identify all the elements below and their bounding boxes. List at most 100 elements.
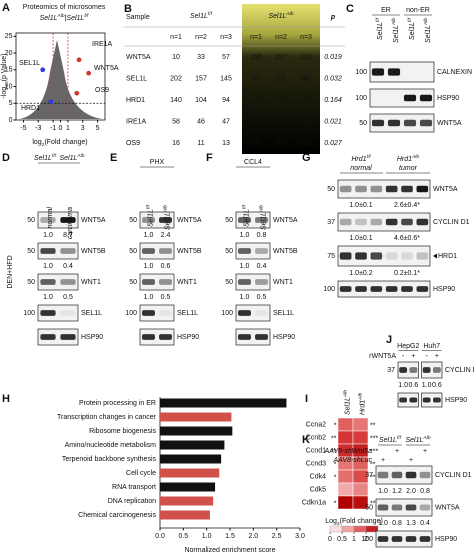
band xyxy=(159,310,172,316)
y-tick-label: 20 xyxy=(5,50,13,57)
subtitle-part: Sel1L xyxy=(40,15,58,22)
panel-letter: C xyxy=(346,3,354,15)
band xyxy=(403,119,417,127)
colorbar-title-part: 2 xyxy=(337,521,340,527)
panel-letter: E xyxy=(110,152,117,164)
cell: 11 xyxy=(197,140,204,147)
sign: + xyxy=(423,448,427,455)
lane-label-part: Sel1L xyxy=(243,209,250,227)
title: Proteomics of microsomes xyxy=(23,4,106,11)
x-tick-label: -1 xyxy=(50,125,56,132)
x-tick-label: -5 xyxy=(20,125,26,132)
condition-label: normal xyxy=(47,207,54,229)
quantification: 0.8 xyxy=(392,520,402,527)
group-header-part: f/f xyxy=(208,11,213,17)
band xyxy=(405,504,417,511)
band xyxy=(432,397,441,403)
band xyxy=(420,68,432,75)
size-marker: 37 xyxy=(387,367,395,374)
protein-name: SEL1L xyxy=(273,310,294,317)
size-marker: 100 xyxy=(23,310,35,317)
category-label: DNA replication xyxy=(108,498,156,505)
column-label-part: Sel1L xyxy=(344,397,351,415)
band xyxy=(355,286,367,292)
treatment-label: rWNT5A xyxy=(369,353,396,360)
category-label: Chemical carcinogenesis xyxy=(78,512,156,519)
colorbar-tick-label: 1 xyxy=(352,536,356,543)
quantification: 1.0 xyxy=(144,294,154,301)
cell: 90 xyxy=(277,97,285,104)
band xyxy=(255,334,268,340)
lane-label-part: f/f xyxy=(241,204,247,209)
quantification: 0.8 xyxy=(257,232,267,239)
blot-frame xyxy=(37,273,79,291)
n-label: n=1 xyxy=(250,34,262,41)
cell: 16 xyxy=(172,140,180,147)
sign: + xyxy=(435,353,439,360)
band xyxy=(339,252,352,260)
band xyxy=(159,279,172,285)
band xyxy=(238,334,251,340)
blot-frame xyxy=(337,245,431,267)
column-label-part: Alb xyxy=(342,390,348,398)
lane-label-part: Sel1L xyxy=(260,212,267,230)
band xyxy=(416,286,429,292)
quantification: 0.6 xyxy=(161,263,171,270)
blot-frame xyxy=(235,242,271,260)
protein-name: WNT5A xyxy=(435,504,460,511)
treatment-label: CCL4 xyxy=(244,159,262,166)
group-header-part: Alb xyxy=(285,11,293,17)
lane-label-part: Hrd1 xyxy=(397,156,412,163)
row-label: Cdkn1a xyxy=(302,499,326,506)
x-tick-label: 5 xyxy=(96,125,100,132)
protein-name: WNT1 xyxy=(177,279,197,286)
size-marker: 50 xyxy=(27,248,35,255)
blot-frame xyxy=(337,212,431,232)
group-header: Sel1Lf/f xyxy=(190,11,213,20)
heat-cell xyxy=(337,495,354,510)
band xyxy=(405,471,417,479)
lane-label: Sel1LAlb xyxy=(162,205,171,230)
protein-name: WNT5B xyxy=(273,248,298,255)
band xyxy=(255,279,268,285)
lane-label-part: f/f xyxy=(367,154,372,160)
band xyxy=(142,217,155,223)
band xyxy=(159,334,172,340)
table-header: Sample xyxy=(126,14,150,21)
blot-frame xyxy=(37,304,79,322)
x-tick-label: 1 xyxy=(66,125,70,132)
point-label: IRE1A xyxy=(92,41,113,48)
point xyxy=(48,99,54,104)
lane-label: Sel1Lf/f xyxy=(375,17,384,40)
column-label-part: Alb xyxy=(357,392,363,400)
point-label: WNT5A xyxy=(94,65,119,72)
colorbar-title: Log2(Fold change) xyxy=(325,518,383,527)
blot-frame xyxy=(397,361,419,379)
x-axis-label: log2(Fold change) xyxy=(32,139,87,148)
quantification: 1.0 xyxy=(422,382,432,389)
point xyxy=(40,67,46,73)
band xyxy=(370,218,383,226)
y-tick-label: 15 xyxy=(5,67,13,74)
sign: - xyxy=(402,353,405,360)
band xyxy=(40,334,56,340)
category-label: Amino/nucleotide metabolism xyxy=(65,442,157,449)
p-value: 0.019 xyxy=(324,54,342,61)
significance: *** xyxy=(370,435,378,442)
blot-frame xyxy=(375,498,433,517)
quantification: 1.0 xyxy=(43,232,53,239)
protein-name: WNT1 xyxy=(81,279,101,286)
group-label: non-ER xyxy=(406,7,430,14)
panel-letter: I xyxy=(305,393,308,405)
cell: 47 xyxy=(252,75,260,82)
point xyxy=(86,70,92,76)
protein-name: WNT5A xyxy=(81,217,106,224)
protein-name: CYCLIN D1 xyxy=(433,219,470,226)
band xyxy=(60,279,76,285)
protein-name: HSP90 xyxy=(177,334,199,341)
size-marker: 100 xyxy=(355,69,367,76)
category-label: Terpenoid backbone synthesis xyxy=(62,456,157,463)
band xyxy=(401,218,413,226)
bar xyxy=(160,398,287,408)
